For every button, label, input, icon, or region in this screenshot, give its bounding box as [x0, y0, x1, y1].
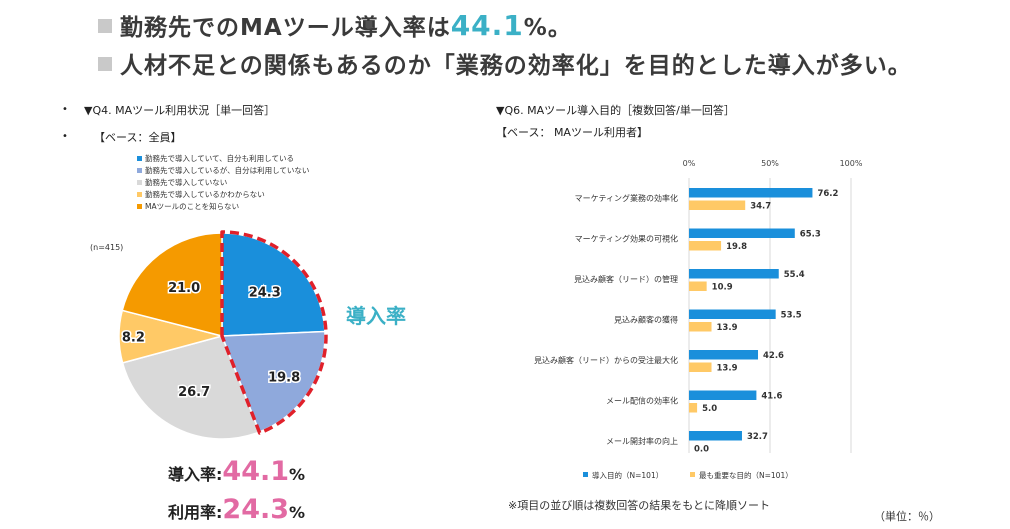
bar	[689, 362, 712, 372]
pie-slice	[121, 335, 261, 440]
legend-swatch	[137, 156, 142, 161]
legend-swatch	[690, 472, 695, 477]
bar-value-label: 32.7	[747, 432, 768, 442]
legend-label: 勤務先で導入しているが、自分は利用していない	[145, 165, 309, 175]
legend-label: MAツールのことを知らない	[145, 201, 239, 211]
pie-value-label: 8.2	[122, 331, 145, 346]
headline-suffix: %。	[523, 15, 572, 41]
bar-value-label: 10.9	[712, 283, 733, 293]
bar-value-label: 5.0	[702, 404, 717, 414]
headline-line-2: 人材不足との関係もあるのか「業務の効率化」を目的とした導入が多い。	[98, 46, 912, 80]
bar	[689, 188, 813, 198]
legend-swatch	[137, 180, 142, 185]
bar-value-label: 19.8	[726, 242, 747, 252]
adoption-callout: 導入率	[346, 304, 406, 328]
legend-label: 最も重要な目的（N=101）	[699, 470, 793, 480]
pie-value-label: 26.7	[178, 385, 210, 400]
summary-label: 利用率:	[168, 503, 223, 522]
legend-label: 導入目的（N=101）	[592, 470, 663, 480]
category-label: 見込み顧客の獲得	[614, 315, 678, 325]
category-label: マーケティング効果の可視化	[575, 234, 678, 244]
x-tick-label: 50%	[761, 159, 779, 168]
bar	[689, 403, 698, 413]
square-bullet-icon	[98, 57, 112, 71]
legend-label: 勤務先で導入していて、自分も利用している	[145, 153, 294, 163]
bullet-icon: •	[62, 131, 68, 142]
summary-label: 導入率:	[168, 465, 223, 484]
q4-base: 【ベース：全員】	[94, 131, 182, 144]
bar	[689, 350, 759, 360]
headline-line-1: 勤務先でのMAツール導入率は44.1%。	[98, 8, 572, 42]
pie-value-label: 24.3	[249, 285, 281, 300]
x-tick-label: 100%	[840, 159, 863, 168]
legend-label: 勤務先で導入しているかわからない	[145, 189, 265, 199]
legend-swatch	[583, 472, 588, 477]
square-bullet-icon	[98, 19, 112, 33]
pie-value-label: 19.8	[268, 371, 300, 386]
headline-text: 人材不足との関係もあるのか「業務の効率化」を目的とした導入が多い。	[120, 53, 912, 79]
q6-base: 【ベース： MAツール利用者】	[496, 126, 648, 139]
bar-value-label: 53.5	[781, 311, 802, 321]
legend-swatch	[137, 192, 142, 197]
pie-value-label: 21.0	[168, 281, 200, 296]
legend-swatch	[137, 204, 142, 209]
bar-value-label: 76.2	[817, 189, 838, 199]
legend-label: 勤務先で導入していない	[145, 177, 227, 187]
footnote: ※項目の並び順は複数回答の結果をもとに降順ソート	[508, 499, 770, 512]
bar	[689, 309, 776, 319]
bar	[689, 281, 707, 291]
bar-value-label: 55.4	[784, 270, 805, 280]
bar-value-label: 41.6	[761, 392, 782, 402]
category-label: メール配信の効率化	[606, 396, 678, 406]
category-label: マーケティング業務の効率化	[575, 193, 678, 203]
summary-adoption: 導入率:44.1%	[168, 456, 305, 487]
bar	[689, 200, 746, 210]
bar-value-label: 42.6	[763, 351, 784, 361]
summary-value: 44.1	[222, 456, 290, 487]
bar	[689, 431, 742, 441]
unit-note: （単位：％）	[874, 510, 940, 523]
headline-value: 44.1	[450, 9, 524, 42]
sample-size-label: (n=415)	[90, 243, 123, 252]
bullet-icon: •	[62, 104, 68, 115]
bar	[689, 390, 757, 400]
bar	[689, 269, 779, 279]
legend-swatch	[137, 168, 142, 173]
summary-unit: %	[289, 465, 306, 484]
bar	[689, 241, 722, 251]
summary-usage: 利用率:24.3%	[168, 494, 305, 525]
bar	[689, 322, 712, 332]
bar-value-label: 34.7	[750, 202, 771, 212]
category-label: 見込み顧客（リード）の管理	[574, 274, 678, 284]
category-label: 見込み顧客（リード）からの受注最大化	[534, 355, 678, 365]
summary-unit: %	[289, 503, 306, 522]
adoption-highlight-outline	[220, 230, 328, 435]
x-tick-label: 0%	[683, 159, 696, 168]
category-label: メール開封率の向上	[606, 436, 678, 446]
bar	[689, 228, 795, 238]
bar-value-label: 0.0	[694, 445, 709, 455]
bar-value-label: 65.3	[800, 230, 821, 240]
q4-title: ▼Q4. MAツール利用状況［単一回答］	[84, 104, 276, 117]
bar-value-label: 13.9	[717, 323, 738, 333]
bar-value-label: 13.9	[717, 364, 738, 374]
headline-prefix: 勤務先でのMAツール導入率は	[120, 15, 451, 41]
pie-slice	[121, 232, 223, 337]
summary-value: 24.3	[222, 494, 290, 525]
q6-title: ▼Q6. MAツール導入目的［複数回答/単一回答］	[496, 104, 735, 117]
